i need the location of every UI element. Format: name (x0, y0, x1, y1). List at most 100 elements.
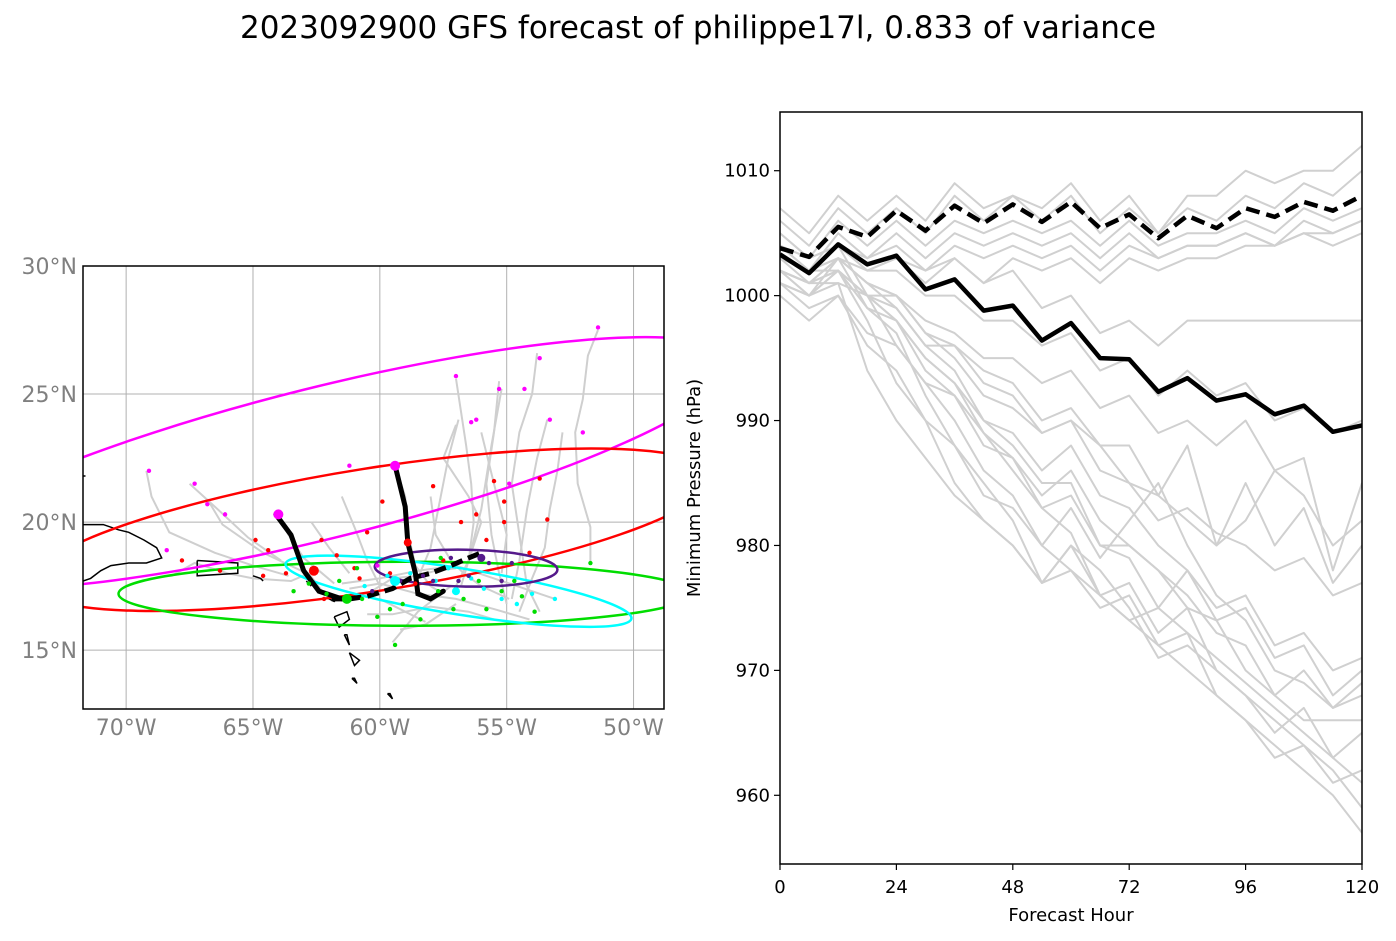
track-point (458, 519, 464, 525)
coastline (343, 633, 351, 646)
track-point (484, 537, 489, 543)
track-point (435, 589, 441, 594)
track-point (205, 501, 210, 507)
x-tick-label: 96 (1234, 877, 1257, 898)
track-point (362, 583, 367, 589)
mean-pressure-solid (780, 242, 1362, 435)
track-point (486, 560, 492, 566)
track-point (306, 581, 312, 586)
ensemble-track (442, 424, 483, 561)
ensemble-member-line (780, 269, 1362, 709)
track-point (260, 573, 266, 579)
ensemble-member-line (780, 244, 1362, 347)
coastline (348, 652, 361, 667)
track-point (420, 573, 426, 579)
track-point (588, 560, 593, 566)
map-lat-tick-label: 15°N (22, 639, 77, 664)
track-point (537, 476, 542, 481)
map-lon-tick-label: 65°W (223, 716, 284, 741)
track-point (509, 560, 514, 566)
track-point (496, 386, 502, 392)
cluster-marker (390, 575, 401, 586)
track-point (481, 586, 487, 591)
cluster-marker (451, 587, 460, 596)
map-lat-tick-label: 25°N (22, 383, 77, 408)
mean-track-solid (392, 463, 446, 602)
track-point (413, 581, 418, 586)
y-tick-label: 1010 (724, 161, 770, 182)
track-point (476, 578, 481, 584)
uncertainty-ellipse (284, 554, 633, 629)
track-point (527, 550, 532, 555)
ensemble-track (206, 498, 302, 572)
track-point (519, 594, 525, 599)
coastline (333, 610, 351, 629)
track-point (217, 568, 223, 573)
track-point (359, 596, 365, 602)
track-point (501, 499, 507, 504)
coastline (252, 575, 264, 582)
ensemble-member-line (780, 144, 1362, 247)
pressure-frame (779, 111, 1363, 865)
ensemble-track (367, 605, 495, 621)
track-point (375, 614, 380, 620)
track-point (357, 576, 362, 581)
track-point (438, 555, 443, 561)
track-point (491, 478, 497, 484)
track-point (347, 463, 352, 468)
uncertainty-ellipse (83, 335, 664, 591)
track-point (484, 606, 489, 612)
track-point (354, 565, 360, 571)
track-point (580, 430, 586, 435)
track-point (512, 578, 517, 584)
cluster-marker (403, 538, 412, 547)
chart-title: 2023092900 GFS forecast of philippe17l, … (239, 10, 1157, 46)
track-point (418, 617, 423, 622)
map-lat-tick-label: 30°N (22, 255, 77, 280)
y-axis-label: Minimum Pressure (hPa) (684, 379, 705, 597)
track-point (430, 578, 436, 584)
track-point (499, 589, 504, 594)
ensemble-member-line (780, 269, 1362, 834)
track-point (337, 578, 342, 584)
x-axis-label: Forecast Hour (1008, 905, 1134, 926)
ensemble-member-line (780, 269, 1362, 547)
ensemble-member-line (780, 244, 1362, 709)
track-point (451, 606, 456, 612)
track-point (400, 601, 405, 607)
track-point (291, 589, 296, 594)
map-lat-tick-label: 20°N (22, 511, 77, 536)
x-tick-label: 0 (774, 877, 785, 898)
track-point (552, 596, 558, 602)
track-point (547, 417, 553, 422)
track-point (499, 578, 504, 584)
uncertainty-ellipse (83, 447, 664, 613)
track-point (468, 420, 474, 425)
mean-track-dashed (331, 550, 483, 602)
track-point (595, 325, 601, 330)
track-point (222, 512, 228, 517)
track-point (146, 468, 152, 474)
track-point (529, 591, 535, 596)
map-background (83, 266, 664, 709)
track-point (364, 530, 370, 535)
track-point (501, 519, 507, 525)
cluster-marker (308, 565, 319, 576)
track-point (507, 481, 512, 486)
cluster-marker (390, 460, 401, 471)
track-point (448, 555, 454, 561)
ensemble-track (188, 482, 282, 562)
y-tick-label: 980 (736, 535, 770, 556)
y-tick-label: 960 (736, 785, 770, 806)
track-point (375, 563, 380, 568)
track-point (514, 601, 520, 607)
ensemble-member-line (780, 257, 1362, 672)
track-point (283, 571, 289, 576)
ensemble-member-line (780, 244, 1362, 584)
ensemble-track (310, 521, 351, 574)
ensemble-member-line (780, 207, 1362, 260)
ensemble-member-line (780, 282, 1362, 759)
track-point (266, 548, 271, 553)
x-tick-label: 48 (1001, 877, 1024, 898)
ensemble-member-line (780, 219, 1362, 272)
